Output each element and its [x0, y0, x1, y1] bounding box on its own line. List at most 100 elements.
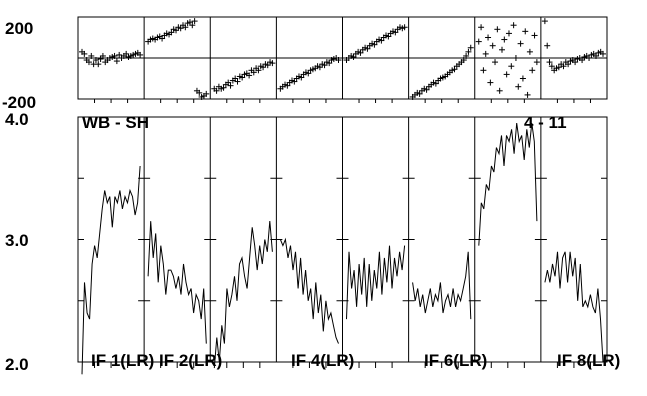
if-label-4: IF 4(LR): [291, 351, 354, 370]
phase-point: [541, 18, 548, 25]
phase-point: [220, 84, 227, 91]
phase-point: [269, 60, 276, 67]
phase-point: [548, 63, 555, 70]
phase-point: [505, 30, 512, 37]
phase-point: [475, 38, 482, 45]
phase-point: [113, 58, 120, 65]
phase-point: [572, 59, 579, 66]
phase-point: [284, 82, 291, 89]
phase-point: [593, 52, 600, 59]
phase-point: [189, 22, 196, 29]
if-label-1: IF 1(LR): [91, 351, 154, 370]
amp-series-line: [81, 165, 141, 375]
phase-point: [99, 52, 106, 59]
phase-point: [196, 89, 203, 96]
phase-point: [526, 48, 533, 55]
phase-point: [137, 51, 144, 58]
if-label-8: IF 8(LR): [557, 351, 620, 370]
phase-point: [432, 80, 439, 87]
phase-point: [182, 24, 189, 31]
phase-point: [533, 59, 540, 66]
amp-series-line: [279, 237, 339, 344]
phase-point: [177, 25, 184, 32]
phase-point: [478, 24, 485, 31]
phase-point: [510, 22, 517, 29]
phase-point: [298, 74, 305, 81]
phase-point: [92, 57, 99, 64]
phase-point: [565, 61, 572, 68]
phase-point: [350, 53, 357, 60]
phase-point: [485, 34, 492, 41]
phase-point: [213, 87, 220, 94]
phase-point: [85, 59, 92, 66]
phase-point: [524, 91, 531, 98]
phase-point: [482, 50, 489, 57]
phase-point: [225, 79, 232, 86]
phase-point: [460, 57, 467, 64]
phase-point: [451, 66, 458, 73]
phase-point: [357, 49, 364, 56]
phase-point: [508, 63, 515, 70]
amp-series-line: [346, 245, 406, 320]
phase-point: [246, 72, 253, 79]
phase-point: [487, 79, 494, 86]
phase-point: [111, 52, 118, 59]
phase-point: [423, 86, 430, 93]
phase-point: [250, 69, 257, 76]
phase-point: [467, 44, 474, 51]
phase-point: [88, 52, 95, 59]
if-label-6: IF 6(LR): [424, 351, 487, 370]
phase-point: [560, 63, 567, 70]
phase-point: [335, 57, 342, 64]
amp-ytick-top: 4.0: [5, 110, 29, 129]
phase-point: [378, 37, 385, 44]
phase-point: [517, 40, 524, 47]
phase-point: [531, 32, 538, 39]
amp-ytick-bottom: 2.0: [5, 355, 29, 374]
phase-point: [579, 57, 586, 64]
chart-marks: [79, 18, 606, 375]
amp-series-line: [412, 251, 472, 320]
phase-point: [232, 75, 239, 82]
amp-series-line: [213, 221, 273, 369]
phase-point: [555, 64, 562, 71]
scan-label: 4 - 11: [524, 113, 567, 132]
phase-point: [499, 46, 505, 53]
phase-point: [316, 64, 323, 71]
phase-point: [95, 61, 102, 68]
phase-point: [546, 59, 553, 66]
phase-point: [260, 64, 267, 71]
phase-point: [97, 56, 104, 63]
phase-point: [305, 70, 312, 77]
phase-point: [326, 60, 333, 67]
phase-point: [264, 62, 271, 69]
amp-series-line: [544, 251, 604, 363]
if-label-2: IF 2(LR): [159, 351, 222, 370]
phase-point: [465, 48, 472, 55]
phase-point: [586, 55, 593, 61]
phase-point: [234, 78, 241, 85]
baseline-label: WB - SH: [82, 113, 149, 132]
phase-point: [371, 41, 378, 48]
phase-ytick-bottom: -200: [2, 93, 36, 112]
phase-point: [392, 29, 399, 36]
amp-series-line: [478, 123, 538, 246]
phase-point: [239, 74, 246, 81]
phase-point: [515, 83, 522, 90]
phase-point: [186, 19, 193, 26]
phase-point: [255, 67, 262, 74]
phase-point: [291, 78, 298, 85]
amp-ytick-mid: 3.0: [5, 231, 29, 250]
phase-point: [496, 87, 503, 94]
phase-point: [159, 35, 166, 42]
phase-point: [173, 27, 180, 34]
phase-point: [492, 59, 499, 66]
phase-point: [512, 55, 519, 61]
phase-point: [168, 29, 175, 36]
phase-point: [116, 51, 123, 58]
phase-point: [480, 67, 487, 74]
phase-point: [203, 90, 210, 97]
phase-point: [227, 82, 234, 89]
phase-point: [522, 28, 529, 35]
